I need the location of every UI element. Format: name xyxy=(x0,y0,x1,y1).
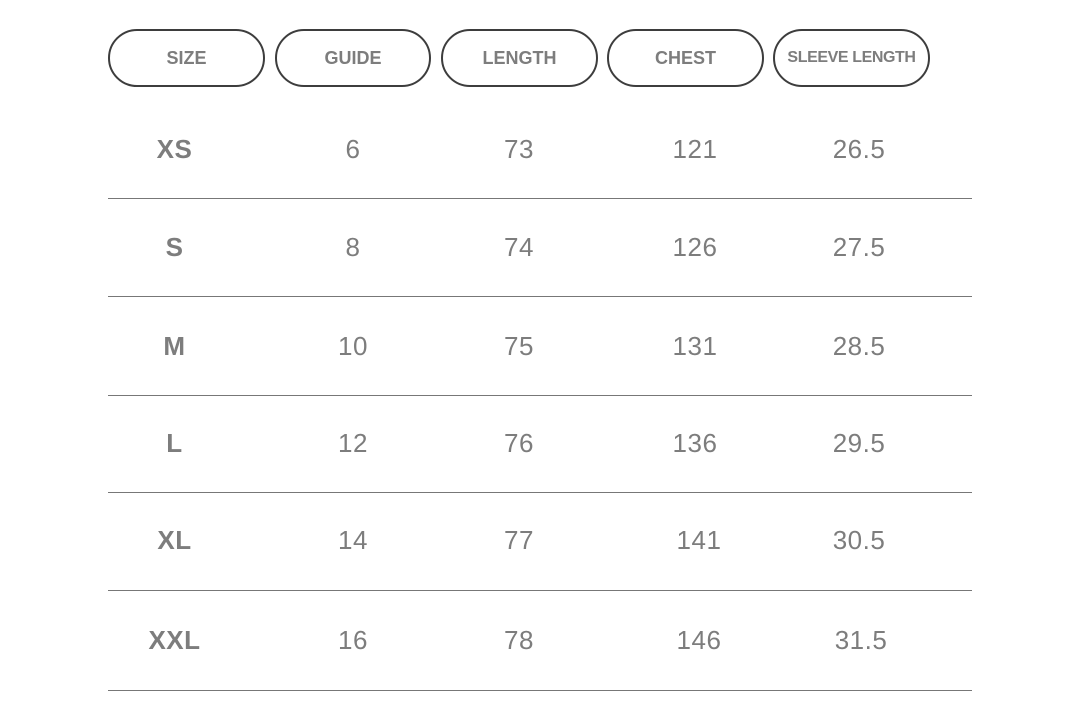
guide-cell: 14 xyxy=(338,525,368,555)
table-row: XS 6 73 121 26.5 xyxy=(108,101,972,198)
chest-cell: 141 xyxy=(676,525,722,555)
guide-cell: 16 xyxy=(338,625,368,655)
header-length: LENGTH xyxy=(441,29,598,87)
header-sleeve-length: SLEEVE LENGTH xyxy=(773,29,930,87)
guide-cell: 12 xyxy=(338,428,368,458)
sleeve-length-cell: 28.5 xyxy=(832,331,886,361)
size-cell: M xyxy=(163,331,186,361)
chest-cell: 121 xyxy=(672,134,718,164)
table-row: XXL 16 78 146 31.5 xyxy=(108,592,972,689)
sleeve-length-cell: 29.5 xyxy=(832,428,886,458)
length-cell: 73 xyxy=(504,134,534,164)
row-divider xyxy=(108,590,972,591)
header-chest: CHEST xyxy=(607,29,764,87)
length-cell: 76 xyxy=(504,428,534,458)
length-cell: 74 xyxy=(504,232,534,262)
size-cell: L xyxy=(166,428,183,458)
table-row: S 8 74 126 27.5 xyxy=(108,199,972,296)
sleeve-length-cell: 27.5 xyxy=(832,232,886,262)
table-row: L 12 76 136 29.5 xyxy=(108,395,972,492)
size-cell: XS xyxy=(156,134,193,164)
row-divider xyxy=(108,198,972,199)
table-row: M 10 75 131 28.5 xyxy=(108,298,972,395)
header-guide: GUIDE xyxy=(275,29,431,87)
guide-cell: 6 xyxy=(345,134,361,164)
guide-cell: 10 xyxy=(338,331,368,361)
row-divider xyxy=(108,296,972,297)
sleeve-length-cell: 26.5 xyxy=(832,134,886,164)
header-size: SIZE xyxy=(108,29,265,87)
size-cell: XL xyxy=(157,525,192,555)
chest-cell: 146 xyxy=(676,625,722,655)
guide-cell: 8 xyxy=(345,232,361,262)
chest-cell: 136 xyxy=(672,428,718,458)
length-cell: 78 xyxy=(504,625,534,655)
row-divider xyxy=(108,690,972,691)
chest-cell: 126 xyxy=(672,232,718,262)
chest-cell: 131 xyxy=(672,331,718,361)
length-cell: 75 xyxy=(504,331,534,361)
table-row: XL 14 77 141 30.5 xyxy=(108,492,972,589)
row-divider xyxy=(108,395,972,396)
size-cell: S xyxy=(165,232,184,262)
sleeve-length-cell: 31.5 xyxy=(834,625,888,655)
row-divider xyxy=(108,492,972,493)
sleeve-length-cell: 30.5 xyxy=(832,525,886,555)
size-cell: XXL xyxy=(148,625,201,655)
length-cell: 77 xyxy=(504,525,534,555)
